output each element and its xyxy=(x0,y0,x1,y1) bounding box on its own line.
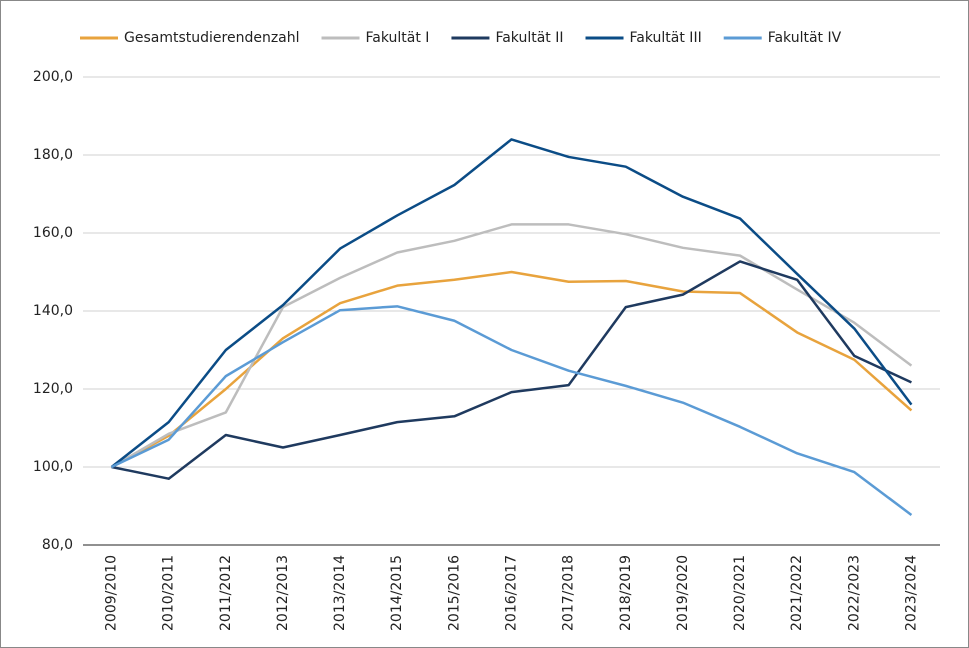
y-tick-label: 100,0 xyxy=(33,459,73,475)
series-line xyxy=(111,305,913,516)
x-tick-label: 2022/2023 xyxy=(846,555,862,631)
x-tick-label: 2010/2011 xyxy=(161,555,177,631)
x-tick-label: 2023/2024 xyxy=(903,555,919,631)
y-tick-label: 160,0 xyxy=(33,225,73,241)
x-tick-label: 2021/2022 xyxy=(789,555,805,631)
y-tick-label: 80,0 xyxy=(42,537,73,553)
x-tick-label: 2013/2014 xyxy=(332,555,348,631)
legend-label: Fakultät III xyxy=(630,30,702,46)
x-tick-label: 2015/2016 xyxy=(446,555,462,631)
y-tick-label: 120,0 xyxy=(33,381,73,397)
legend-label: Gesamtstudierendenzahl xyxy=(124,30,300,46)
x-tick-label: 2019/2020 xyxy=(675,555,691,631)
series-line xyxy=(110,223,913,469)
x-tick-label: 2012/2013 xyxy=(275,555,291,631)
x-tick-label: 2020/2021 xyxy=(732,555,748,631)
series-line xyxy=(110,138,913,468)
x-tick-label: 2009/2010 xyxy=(104,555,120,631)
legend-label: Fakultät II xyxy=(495,30,563,46)
x-tick-label: 2011/2012 xyxy=(218,555,234,631)
legend-label: Fakultät I xyxy=(366,30,430,46)
y-tick-label: 200,0 xyxy=(33,69,73,85)
series-line xyxy=(111,260,912,480)
x-tick-label: 2018/2019 xyxy=(618,555,634,631)
x-tick-label: 2017/2018 xyxy=(561,555,577,631)
y-tick-label: 140,0 xyxy=(33,303,73,319)
x-tick-label: 2014/2015 xyxy=(389,555,405,631)
x-tick-label: 2016/2017 xyxy=(504,555,520,631)
series-line xyxy=(110,270,913,469)
legend-label: Fakultät IV xyxy=(768,30,842,46)
y-tick-label: 180,0 xyxy=(33,147,73,163)
